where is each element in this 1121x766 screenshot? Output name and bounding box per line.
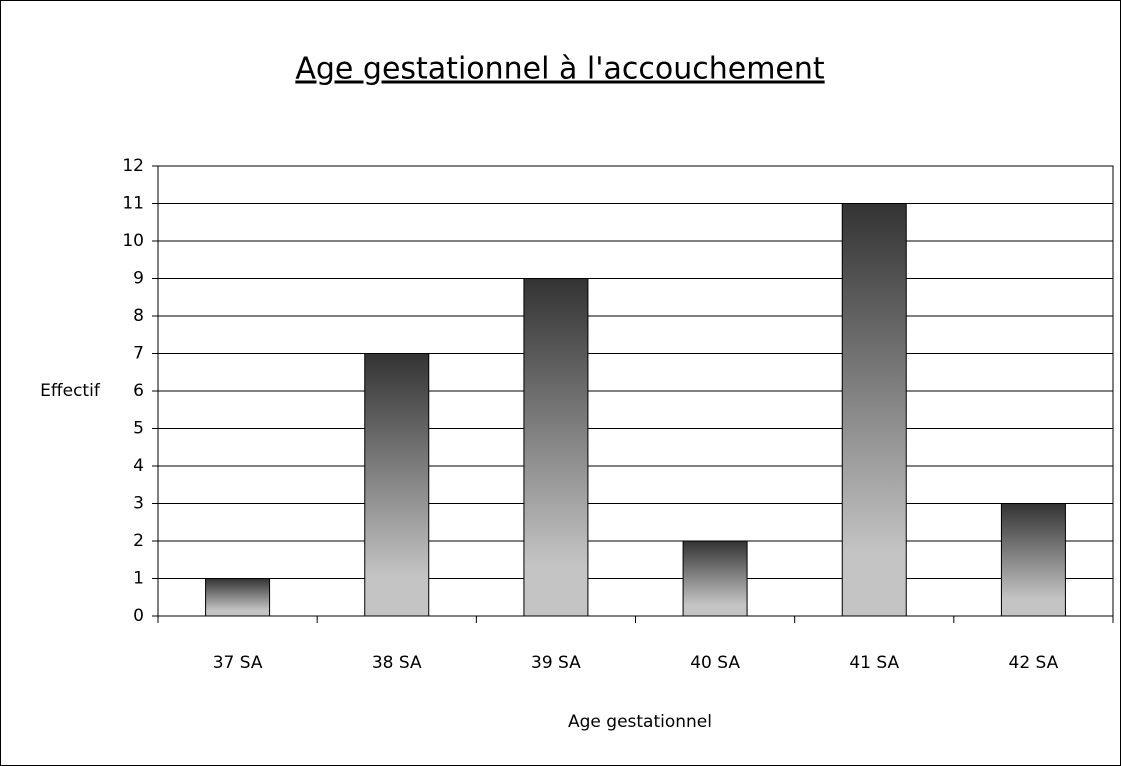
- y-tick-label: 3: [133, 494, 144, 514]
- y-tick-label: 6: [133, 381, 144, 401]
- x-tick-label: 41 SA: [849, 653, 899, 673]
- y-tick-label: 0: [133, 606, 144, 626]
- y-tick-label: 12: [122, 156, 144, 176]
- bar: [841, 203, 907, 617]
- bar: [523, 278, 589, 617]
- y-tick-label: 7: [133, 344, 144, 364]
- x-tick-label: 38 SA: [372, 653, 422, 673]
- bar: [682, 540, 748, 617]
- y-tick-label: 10: [122, 231, 144, 251]
- y-tick-label: 4: [133, 456, 144, 476]
- y-tick-label: 11: [122, 194, 144, 214]
- x-axis-label: Age gestationnel: [568, 712, 712, 732]
- x-tick-label: 40 SA: [690, 653, 740, 673]
- bar: [364, 353, 430, 617]
- x-tick-label: 42 SA: [1009, 653, 1059, 673]
- y-tick-label: 2: [133, 531, 144, 551]
- x-tick-label: 37 SA: [213, 653, 263, 673]
- bar: [1000, 503, 1066, 617]
- y-tick-label: 9: [133, 269, 144, 289]
- chart-title: Age gestationnel à l'accouchement: [295, 52, 825, 87]
- y-tick-label: 5: [133, 419, 144, 439]
- y-axis-label: Effectif: [40, 381, 101, 401]
- x-tick-label: 39 SA: [531, 653, 581, 673]
- y-tick-label: 1: [133, 569, 144, 589]
- bar: [205, 578, 271, 617]
- y-tick-label: 8: [133, 306, 144, 326]
